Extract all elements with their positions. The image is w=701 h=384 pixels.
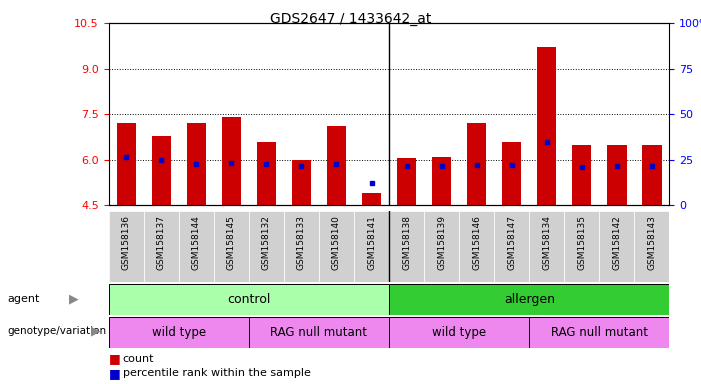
Bar — [424, 211, 459, 282]
Bar — [397, 158, 416, 205]
Text: wild type: wild type — [432, 326, 486, 339]
Text: GSM158147: GSM158147 — [508, 215, 516, 270]
Text: GSM158140: GSM158140 — [332, 215, 341, 270]
Bar — [459, 211, 494, 282]
Text: GSM158134: GSM158134 — [543, 215, 551, 270]
Text: GSM158144: GSM158144 — [192, 215, 200, 270]
Bar — [502, 142, 522, 205]
Bar — [634, 211, 669, 282]
Text: percentile rank within the sample: percentile rank within the sample — [123, 368, 311, 378]
Text: GSM158139: GSM158139 — [437, 215, 446, 270]
Text: GSM158142: GSM158142 — [613, 215, 621, 270]
Bar — [109, 284, 389, 315]
Text: count: count — [123, 354, 154, 364]
Bar — [214, 211, 249, 282]
Text: allergen: allergen — [504, 293, 554, 306]
Text: wild type: wild type — [151, 326, 206, 339]
Text: GSM158138: GSM158138 — [402, 215, 411, 270]
Text: ■: ■ — [109, 353, 121, 366]
Bar — [179, 211, 214, 282]
Bar — [529, 211, 564, 282]
Text: GSM158141: GSM158141 — [367, 215, 376, 270]
Bar — [186, 123, 206, 205]
Text: RAG null mutant: RAG null mutant — [551, 326, 648, 339]
Text: GSM158146: GSM158146 — [472, 215, 481, 270]
Bar — [564, 211, 599, 282]
Bar — [572, 145, 592, 205]
Bar — [116, 123, 136, 205]
Text: GSM158145: GSM158145 — [227, 215, 236, 270]
Text: ■: ■ — [109, 367, 121, 380]
Bar — [432, 157, 451, 205]
Bar — [354, 211, 389, 282]
Bar — [151, 136, 171, 205]
Text: ▶: ▶ — [69, 292, 79, 305]
Bar — [389, 211, 424, 282]
Bar — [529, 317, 669, 348]
Bar — [537, 47, 557, 205]
Text: GSM158132: GSM158132 — [262, 215, 271, 270]
Bar — [607, 145, 627, 205]
Text: genotype/variation: genotype/variation — [7, 326, 106, 336]
Bar — [494, 211, 529, 282]
Bar — [249, 211, 284, 282]
Bar — [249, 317, 389, 348]
Text: control: control — [227, 293, 271, 306]
Bar — [362, 193, 381, 205]
Text: GDS2647 / 1433642_at: GDS2647 / 1433642_at — [270, 12, 431, 25]
Bar — [109, 317, 249, 348]
Bar — [467, 123, 486, 205]
Bar — [389, 284, 669, 315]
Text: GSM158143: GSM158143 — [648, 215, 656, 270]
Bar — [599, 211, 634, 282]
Text: GSM158137: GSM158137 — [157, 215, 165, 270]
Bar — [389, 317, 529, 348]
Bar — [257, 142, 276, 205]
Bar — [642, 145, 662, 205]
Bar — [222, 117, 241, 205]
Text: GSM158136: GSM158136 — [122, 215, 130, 270]
Text: agent: agent — [7, 293, 39, 304]
Text: GSM158135: GSM158135 — [578, 215, 586, 270]
Text: GSM158133: GSM158133 — [297, 215, 306, 270]
Bar — [292, 160, 311, 205]
Bar — [144, 211, 179, 282]
Bar — [319, 211, 354, 282]
Bar — [327, 126, 346, 205]
Bar — [109, 211, 144, 282]
Text: RAG null mutant: RAG null mutant — [271, 326, 367, 339]
Text: ▶: ▶ — [91, 325, 101, 338]
Bar — [284, 211, 319, 282]
